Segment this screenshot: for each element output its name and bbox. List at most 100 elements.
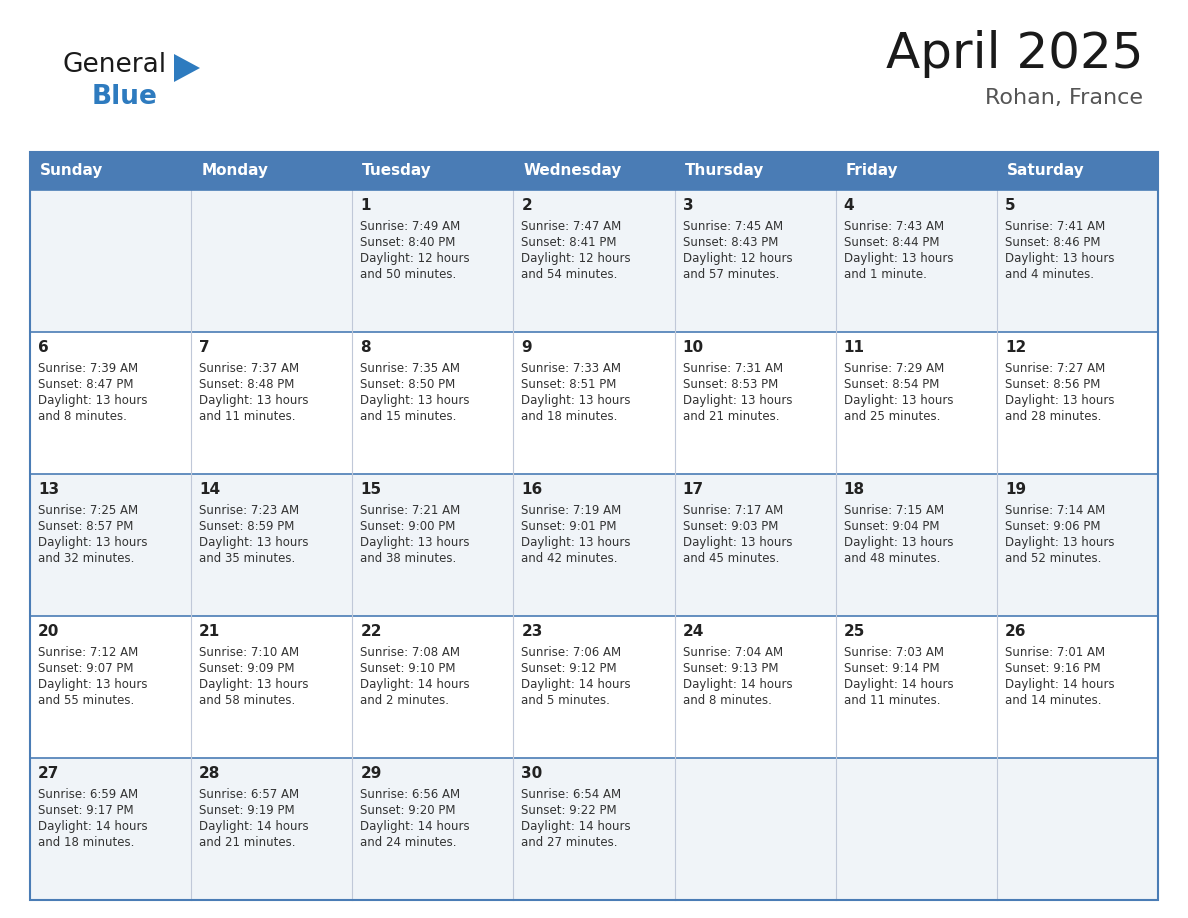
Text: Saturday: Saturday xyxy=(1007,163,1085,178)
Text: Sunset: 8:56 PM: Sunset: 8:56 PM xyxy=(1005,378,1100,391)
Text: Sunrise: 6:56 AM: Sunrise: 6:56 AM xyxy=(360,788,461,801)
Bar xyxy=(675,758,835,900)
Text: Daylight: 13 hours: Daylight: 13 hours xyxy=(360,536,469,549)
Text: Sunrise: 7:43 AM: Sunrise: 7:43 AM xyxy=(843,220,943,233)
Text: Sunset: 9:00 PM: Sunset: 9:00 PM xyxy=(360,520,456,533)
Text: Sunrise: 7:08 AM: Sunrise: 7:08 AM xyxy=(360,646,460,659)
Bar xyxy=(353,758,513,900)
Text: Sunset: 8:54 PM: Sunset: 8:54 PM xyxy=(843,378,939,391)
Text: 25: 25 xyxy=(843,624,865,639)
Bar xyxy=(997,616,1158,758)
Bar xyxy=(513,616,675,758)
Text: and 50 minutes.: and 50 minutes. xyxy=(360,268,456,281)
Bar xyxy=(191,758,353,900)
Text: 13: 13 xyxy=(38,482,59,497)
Text: Sunset: 9:19 PM: Sunset: 9:19 PM xyxy=(200,804,295,817)
Text: 2: 2 xyxy=(522,198,532,213)
Text: 21: 21 xyxy=(200,624,221,639)
Text: Daylight: 12 hours: Daylight: 12 hours xyxy=(360,252,470,265)
Text: Sunrise: 7:14 AM: Sunrise: 7:14 AM xyxy=(1005,504,1105,517)
Text: Thursday: Thursday xyxy=(684,163,764,178)
Text: 9: 9 xyxy=(522,340,532,355)
Text: Sunrise: 6:54 AM: Sunrise: 6:54 AM xyxy=(522,788,621,801)
Bar xyxy=(30,332,191,474)
Text: Daylight: 13 hours: Daylight: 13 hours xyxy=(200,536,309,549)
Text: Sunset: 8:59 PM: Sunset: 8:59 PM xyxy=(200,520,295,533)
Text: Sunset: 9:09 PM: Sunset: 9:09 PM xyxy=(200,662,295,675)
Text: Daylight: 14 hours: Daylight: 14 hours xyxy=(1005,678,1114,691)
Text: Sunrise: 7:04 AM: Sunrise: 7:04 AM xyxy=(683,646,783,659)
Text: and 54 minutes.: and 54 minutes. xyxy=(522,268,618,281)
Text: Sunset: 9:10 PM: Sunset: 9:10 PM xyxy=(360,662,456,675)
Text: 5: 5 xyxy=(1005,198,1016,213)
Text: Daylight: 13 hours: Daylight: 13 hours xyxy=(200,678,309,691)
Text: Sunrise: 7:49 AM: Sunrise: 7:49 AM xyxy=(360,220,461,233)
Bar xyxy=(191,474,353,616)
Text: and 4 minutes.: and 4 minutes. xyxy=(1005,268,1094,281)
Text: Sunset: 8:44 PM: Sunset: 8:44 PM xyxy=(843,236,940,249)
Text: Friday: Friday xyxy=(846,163,898,178)
Bar xyxy=(513,758,675,900)
Text: Sunset: 8:47 PM: Sunset: 8:47 PM xyxy=(38,378,133,391)
Bar xyxy=(30,758,191,900)
Text: Daylight: 13 hours: Daylight: 13 hours xyxy=(1005,394,1114,407)
Text: Sunrise: 7:45 AM: Sunrise: 7:45 AM xyxy=(683,220,783,233)
Text: Sunset: 8:40 PM: Sunset: 8:40 PM xyxy=(360,236,456,249)
Text: and 35 minutes.: and 35 minutes. xyxy=(200,552,296,565)
Bar xyxy=(30,152,1158,190)
Text: Monday: Monday xyxy=(201,163,268,178)
Text: Sunrise: 7:15 AM: Sunrise: 7:15 AM xyxy=(843,504,943,517)
Bar xyxy=(997,758,1158,900)
Text: 22: 22 xyxy=(360,624,381,639)
Text: Sunset: 9:16 PM: Sunset: 9:16 PM xyxy=(1005,662,1100,675)
Text: and 15 minutes.: and 15 minutes. xyxy=(360,410,456,423)
Text: Sunrise: 7:47 AM: Sunrise: 7:47 AM xyxy=(522,220,621,233)
Text: Daylight: 14 hours: Daylight: 14 hours xyxy=(522,678,631,691)
Text: and 45 minutes.: and 45 minutes. xyxy=(683,552,779,565)
Polygon shape xyxy=(173,54,200,82)
Text: 29: 29 xyxy=(360,766,381,781)
Bar xyxy=(835,474,997,616)
Text: Sunset: 9:07 PM: Sunset: 9:07 PM xyxy=(38,662,133,675)
Text: and 57 minutes.: and 57 minutes. xyxy=(683,268,779,281)
Text: Daylight: 13 hours: Daylight: 13 hours xyxy=(683,394,792,407)
Text: Sunset: 8:57 PM: Sunset: 8:57 PM xyxy=(38,520,133,533)
Bar xyxy=(997,190,1158,332)
Text: and 18 minutes.: and 18 minutes. xyxy=(522,410,618,423)
Bar xyxy=(675,474,835,616)
Bar xyxy=(513,332,675,474)
Text: and 42 minutes.: and 42 minutes. xyxy=(522,552,618,565)
Text: Sunrise: 7:01 AM: Sunrise: 7:01 AM xyxy=(1005,646,1105,659)
Text: Daylight: 14 hours: Daylight: 14 hours xyxy=(200,820,309,833)
Text: Sunrise: 7:17 AM: Sunrise: 7:17 AM xyxy=(683,504,783,517)
Text: and 2 minutes.: and 2 minutes. xyxy=(360,694,449,707)
Text: Rohan, France: Rohan, France xyxy=(985,88,1143,108)
Bar xyxy=(675,332,835,474)
Text: Daylight: 14 hours: Daylight: 14 hours xyxy=(38,820,147,833)
Text: and 14 minutes.: and 14 minutes. xyxy=(1005,694,1101,707)
Text: Daylight: 13 hours: Daylight: 13 hours xyxy=(38,536,147,549)
Text: Daylight: 13 hours: Daylight: 13 hours xyxy=(843,394,953,407)
Text: Sunday: Sunday xyxy=(40,163,103,178)
Text: Sunset: 9:13 PM: Sunset: 9:13 PM xyxy=(683,662,778,675)
Text: Sunset: 9:17 PM: Sunset: 9:17 PM xyxy=(38,804,133,817)
Text: and 21 minutes.: and 21 minutes. xyxy=(200,836,296,849)
Text: 18: 18 xyxy=(843,482,865,497)
Bar xyxy=(353,474,513,616)
Text: Daylight: 14 hours: Daylight: 14 hours xyxy=(683,678,792,691)
Text: and 24 minutes.: and 24 minutes. xyxy=(360,836,456,849)
Bar xyxy=(835,332,997,474)
Text: Sunset: 9:03 PM: Sunset: 9:03 PM xyxy=(683,520,778,533)
Text: Daylight: 13 hours: Daylight: 13 hours xyxy=(522,536,631,549)
Text: Sunrise: 7:12 AM: Sunrise: 7:12 AM xyxy=(38,646,138,659)
Text: Sunrise: 7:39 AM: Sunrise: 7:39 AM xyxy=(38,362,138,375)
Text: Sunrise: 7:21 AM: Sunrise: 7:21 AM xyxy=(360,504,461,517)
Text: and 18 minutes.: and 18 minutes. xyxy=(38,836,134,849)
Text: Wednesday: Wednesday xyxy=(524,163,621,178)
Text: 7: 7 xyxy=(200,340,210,355)
Text: Sunrise: 7:31 AM: Sunrise: 7:31 AM xyxy=(683,362,783,375)
Text: Tuesday: Tuesday xyxy=(362,163,432,178)
Text: General: General xyxy=(62,52,166,78)
Text: 12: 12 xyxy=(1005,340,1026,355)
Text: 30: 30 xyxy=(522,766,543,781)
